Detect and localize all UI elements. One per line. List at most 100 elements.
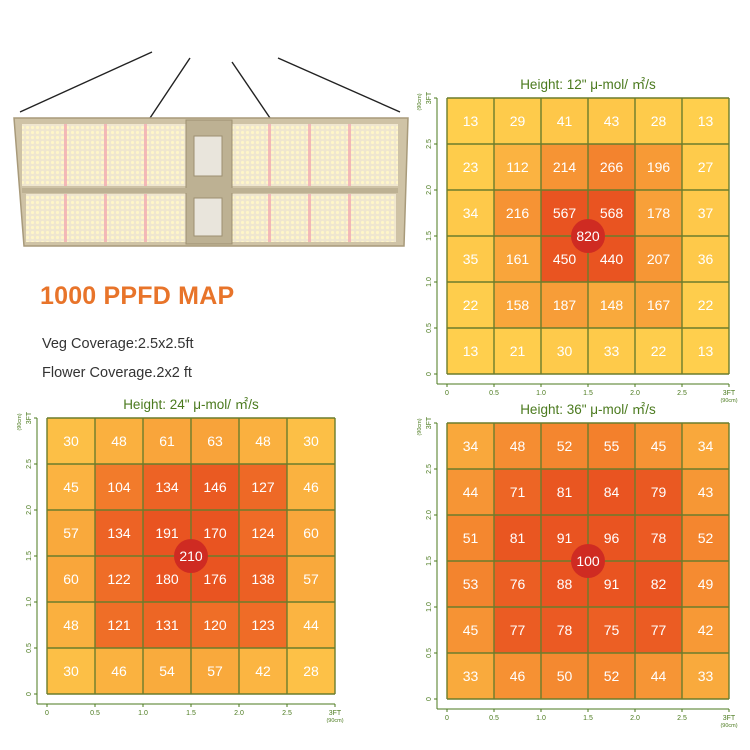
x-tick-label: 1.5 [583, 715, 593, 722]
x-tick-label: 1.5 [583, 390, 593, 397]
heatmap-cell [447, 144, 494, 190]
peak-marker [571, 219, 605, 253]
x-tick-label: 3FT [329, 710, 342, 717]
heatmap-cell [143, 602, 191, 648]
heatmap-cell [143, 648, 191, 694]
cell-value-label: 33 [604, 343, 620, 359]
heatmap-cell [635, 653, 682, 699]
peak-value-label: 210 [179, 548, 203, 564]
y-tick-label: 1.5 [426, 556, 433, 566]
cell-value-label: 207 [647, 251, 671, 267]
cell-value-label: 13 [698, 343, 714, 359]
cell-value-label: 567 [553, 205, 577, 221]
cell-value-label: 88 [557, 576, 573, 592]
cell-value-label: 37 [698, 205, 714, 221]
grid-lines [446, 422, 730, 700]
heatmap-cell [191, 648, 239, 694]
grow-light-illustration [13, 51, 409, 247]
cell-value-label: 112 [506, 159, 529, 175]
heatmap-cell [447, 236, 494, 282]
cell-value-label: 42 [698, 622, 714, 638]
cell-value-label: 61 [159, 433, 175, 449]
cell-value-label: 63 [207, 433, 223, 449]
cell-value-label: 48 [63, 617, 79, 633]
cell-value-label: 191 [155, 525, 179, 541]
y-tick-label: 1.5 [26, 551, 33, 561]
cell-value-label: 96 [604, 530, 620, 546]
heatmap-cell [494, 423, 541, 469]
heatmap-cell [588, 282, 635, 328]
map-title: Height: 12" μ-mol/ ㎡/s [520, 77, 656, 92]
heatmap-cell [287, 418, 335, 464]
heatmap-cell [682, 607, 729, 653]
heatmap-cell [447, 282, 494, 328]
heatmap-cell [494, 282, 541, 328]
heatmap-cell [95, 556, 143, 602]
heatmap-cell [494, 607, 541, 653]
cell-value-label: 77 [510, 622, 526, 638]
heatmap-cell [494, 515, 541, 561]
heatmap-cell [191, 418, 239, 464]
heatmap-cell [635, 236, 682, 282]
heatmap-cell [541, 282, 588, 328]
map-title: Height: 36" μ-mol/ ㎡/s [520, 402, 656, 417]
axes [436, 98, 729, 385]
cell-value-label: 216 [506, 205, 530, 221]
x-tick-label: 2.5 [282, 710, 292, 717]
heatmap-cell [635, 423, 682, 469]
heatmap-cell [635, 98, 682, 144]
heatmap-cell [588, 98, 635, 144]
cell-value-label: 178 [647, 205, 671, 221]
heatmap-cell [447, 423, 494, 469]
cell-value-label: 187 [553, 297, 577, 313]
cell-value-label: 54 [159, 663, 175, 679]
y-tick-label: 2.0 [26, 505, 33, 515]
heatmap-cell [287, 464, 335, 510]
heatmap-cell [494, 653, 541, 699]
heatmap-cell [635, 282, 682, 328]
y-tick-label: 3FT [426, 91, 433, 104]
cell-value-label: 23 [463, 159, 479, 175]
cell-value-label: 33 [463, 668, 479, 684]
x-tick-label: 2.0 [630, 390, 640, 397]
heatmap-cell [541, 423, 588, 469]
x-tick-label: 1.0 [536, 390, 546, 397]
heatmap-cell [447, 328, 494, 374]
heatmap-cell [239, 510, 287, 556]
y-tick-label: 0 [426, 697, 433, 701]
cell-value-label: 35 [463, 251, 479, 267]
cell-value-label: 52 [698, 530, 714, 546]
ppfd-map-12in: Height: 12" μ-mol/ ㎡/s 13 29 41 43 28 13 23 112 2… [417, 77, 738, 404]
cell-value-label: 134 [155, 479, 179, 495]
flower-coverage-text: Flower Coverage.2x2 ft [42, 365, 192, 381]
cell-value-label: 28 [303, 663, 319, 679]
heatmap-cell [191, 602, 239, 648]
heatmap-cell [494, 98, 541, 144]
heatmap-cell [239, 464, 287, 510]
heatmap-cell [287, 602, 335, 648]
cell-value-label: 127 [251, 479, 275, 495]
heatmap-cell [447, 561, 494, 607]
x-tick-label: 1.0 [138, 710, 148, 717]
heatmap-cell [682, 282, 729, 328]
heatmap-cell [143, 418, 191, 464]
heatmap-cell [635, 328, 682, 374]
x-axis-unit: (90cm) [720, 398, 737, 404]
cell-value-label: 161 [506, 251, 530, 267]
cell-value-label: 76 [510, 576, 526, 592]
y-tick-label: 0.5 [426, 323, 433, 333]
cell-value-label: 176 [203, 571, 227, 587]
cell-value-label: 48 [510, 438, 526, 454]
heatmap-cell [95, 418, 143, 464]
cell-value-label: 27 [698, 159, 714, 175]
cell-value-label: 81 [510, 530, 526, 546]
peak-value-label: 100 [576, 553, 600, 569]
heatmap-cell [588, 423, 635, 469]
cell-value-label: 34 [698, 438, 714, 454]
y-tick-label: 0 [26, 692, 33, 696]
cell-value-label: 48 [111, 433, 127, 449]
heatmap-cell [287, 648, 335, 694]
cell-value-label: 82 [651, 576, 667, 592]
heatmap-cell [447, 607, 494, 653]
heatmap-cell [47, 510, 95, 556]
